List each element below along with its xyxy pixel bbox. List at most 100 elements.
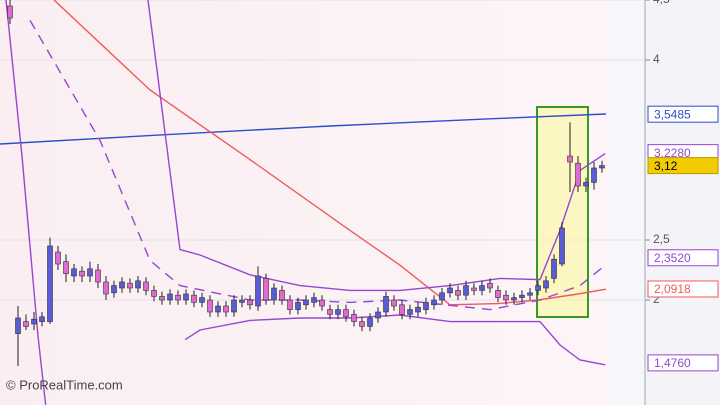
candle-body <box>487 282 493 289</box>
watermark: © ProRealTime.com <box>6 377 123 392</box>
candle-body <box>55 251 61 265</box>
candle-body <box>447 287 453 294</box>
candle-body <box>191 294 197 303</box>
candle-body <box>199 297 205 303</box>
candle-body <box>63 261 69 274</box>
candle-body <box>207 299 213 313</box>
candle-body <box>143 281 149 291</box>
axis-background <box>645 0 720 405</box>
candle-body <box>423 302 429 310</box>
candle-body <box>119 281 125 289</box>
candle-body <box>255 275 261 307</box>
candle-body <box>503 294 509 301</box>
candle-body <box>279 290 285 301</box>
y-tick-label: 2,5 <box>653 232 670 246</box>
price-label-box <box>647 280 719 298</box>
indicator-line <box>184 314 606 366</box>
candle-body <box>231 299 237 313</box>
candle-body <box>519 294 525 298</box>
candle-body <box>543 280 549 289</box>
y-tick-label: 2 <box>653 292 660 306</box>
candle-body <box>23 321 29 327</box>
candle-body <box>223 305 229 313</box>
candle-body <box>407 309 413 315</box>
price-label: 2,0918 <box>654 282 691 296</box>
indicator-line <box>53 0 607 306</box>
price-label: 3,5485 <box>654 107 691 121</box>
candle-body <box>7 5 13 19</box>
indicator-line <box>0 113 607 145</box>
candle-body <box>31 318 37 325</box>
candle-body <box>39 316 45 322</box>
candle-body <box>463 285 469 296</box>
candle-body <box>71 268 77 277</box>
candle-body <box>319 299 325 307</box>
candle-body <box>15 317 21 334</box>
candle-body <box>535 285 541 291</box>
price-label-box <box>647 105 719 123</box>
price-label-box <box>647 157 719 175</box>
candle-body <box>303 299 309 306</box>
highlight-box <box>536 106 589 318</box>
candle-body <box>599 165 605 169</box>
candle-body <box>167 293 173 301</box>
candle-body <box>271 287 277 301</box>
candle-body <box>247 299 253 306</box>
candle-body <box>135 280 141 289</box>
candle-body <box>439 292 445 301</box>
candle-body <box>551 258 557 279</box>
candle-body <box>575 162 581 187</box>
candle-body <box>359 321 365 327</box>
candle-body <box>287 299 293 310</box>
candle-body <box>127 282 133 289</box>
candle-body <box>591 167 597 183</box>
candle-body <box>159 296 165 301</box>
candle-body <box>183 293 189 301</box>
indicator-line <box>5 0 47 405</box>
candle-body <box>367 317 373 327</box>
price-label: 1,4760 <box>654 356 691 370</box>
candle-body <box>351 314 357 322</box>
candle-body <box>375 311 381 319</box>
candle-body <box>87 268 93 277</box>
candle-body <box>383 296 389 313</box>
price-label-box <box>647 249 719 267</box>
candle-body <box>111 285 117 294</box>
y-tick-label: 4 <box>653 52 660 66</box>
candle-body <box>391 299 397 307</box>
price-label: 3,2280 <box>654 146 691 160</box>
candle-body <box>399 304 405 315</box>
price-label: 3,12 <box>654 159 678 173</box>
candle-body <box>327 309 333 315</box>
candle-body <box>103 281 109 295</box>
indicator-line <box>29 20 606 311</box>
band-shading <box>0 0 610 405</box>
candle-body <box>311 297 317 303</box>
candle-body <box>175 294 181 301</box>
candle-body <box>559 227 565 265</box>
price-label-box <box>647 354 719 372</box>
candle-body <box>47 245 53 322</box>
candle-body <box>511 297 517 301</box>
candle-body <box>567 155 573 163</box>
candle-body <box>479 285 485 291</box>
candle-body <box>415 306 421 313</box>
candle-body <box>343 309 349 318</box>
candle-body <box>583 182 589 187</box>
candle-body <box>151 290 157 297</box>
candle-body <box>239 299 245 303</box>
candle-body <box>527 292 533 296</box>
candle-body <box>335 309 341 315</box>
y-tick-label: 4,5 <box>653 0 670 6</box>
candle-body <box>95 269 101 283</box>
candle-body <box>79 270 85 277</box>
price-label: 2,3520 <box>654 251 691 265</box>
candle-body <box>495 290 501 298</box>
candle-body <box>455 290 461 296</box>
candle-body <box>295 302 301 310</box>
candle-body <box>263 278 269 301</box>
candle-body <box>431 299 437 306</box>
candle-body <box>471 287 477 291</box>
candle-body <box>215 305 221 313</box>
